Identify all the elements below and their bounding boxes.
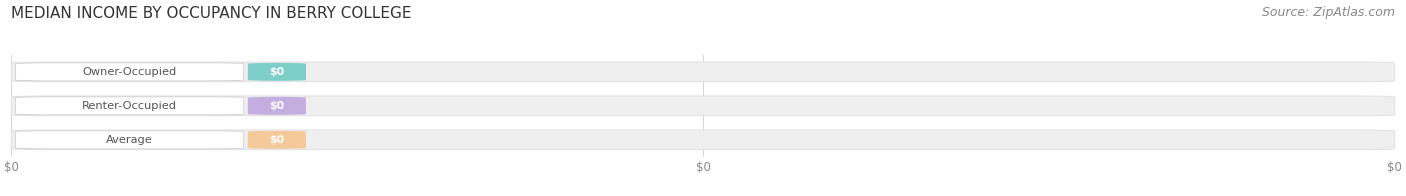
FancyBboxPatch shape [15, 131, 243, 149]
FancyBboxPatch shape [15, 97, 243, 115]
Text: Source: ZipAtlas.com: Source: ZipAtlas.com [1261, 6, 1395, 19]
FancyBboxPatch shape [247, 63, 307, 81]
Text: MEDIAN INCOME BY OCCUPANCY IN BERRY COLLEGE: MEDIAN INCOME BY OCCUPANCY IN BERRY COLL… [11, 6, 412, 21]
FancyBboxPatch shape [11, 62, 1395, 82]
Text: Owner-Occupied: Owner-Occupied [83, 67, 177, 77]
FancyBboxPatch shape [247, 97, 307, 115]
FancyBboxPatch shape [11, 130, 1395, 150]
FancyBboxPatch shape [247, 131, 307, 149]
Text: $0: $0 [270, 135, 284, 145]
FancyBboxPatch shape [11, 96, 1395, 116]
Text: $0: $0 [270, 101, 284, 111]
FancyBboxPatch shape [15, 63, 243, 81]
Text: Renter-Occupied: Renter-Occupied [82, 101, 177, 111]
Text: $0: $0 [270, 67, 284, 77]
Text: Average: Average [107, 135, 153, 145]
